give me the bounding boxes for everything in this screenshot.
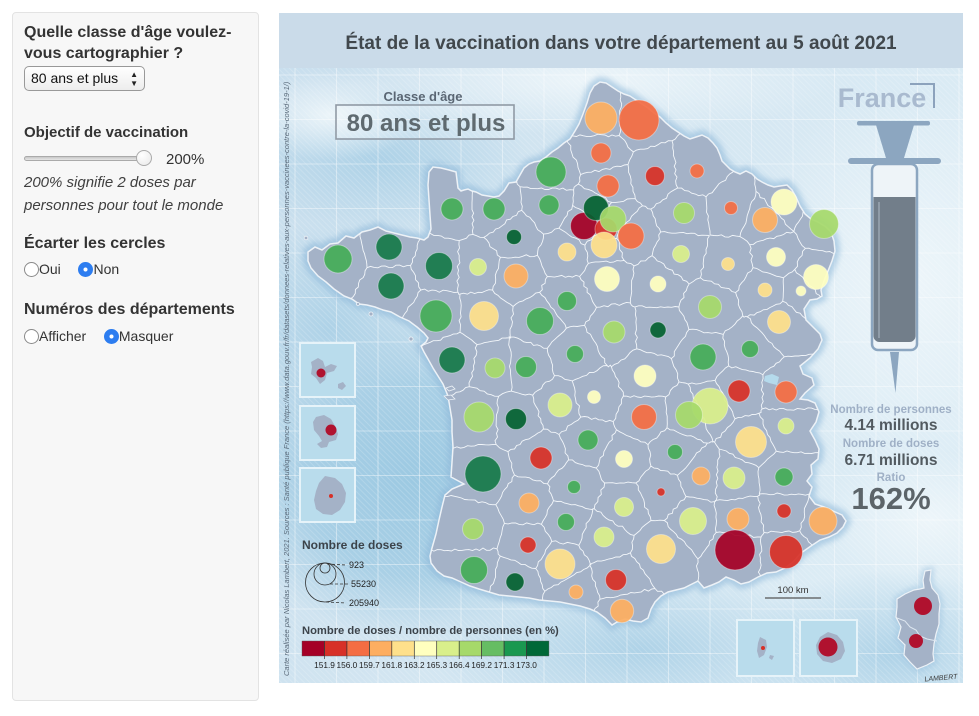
svg-text:100 km: 100 km: [777, 585, 808, 596]
svg-text:Classe d'âge: Classe d'âge: [384, 89, 463, 104]
svg-text:171.3: 171.3: [494, 660, 515, 670]
svg-text:159.7: 159.7: [359, 660, 380, 670]
svg-text:173.0: 173.0: [516, 660, 537, 670]
svg-text:205940: 205940: [349, 598, 379, 608]
svg-text:Nombre de personnes: Nombre de personnes: [830, 404, 951, 416]
svg-text:6.71 millions: 6.71 millions: [844, 452, 937, 469]
svg-text:France: France: [838, 83, 927, 113]
svg-text:Carte réalisée par Nicolas Lam: Carte réalisée par Nicolas Lambert, 2021…: [282, 81, 291, 676]
svg-text:Nombre de doses / nombre de pe: Nombre de doses / nombre de personnes (e…: [302, 625, 559, 637]
svg-text:166.4: 166.4: [449, 660, 470, 670]
svg-text:162%: 162%: [851, 481, 930, 516]
svg-text:156.0: 156.0: [337, 660, 358, 670]
svg-text:165.3: 165.3: [426, 660, 447, 670]
svg-text:État de la vaccination dans vo: État de la vaccination dans votre départ…: [345, 32, 897, 54]
svg-text:LAMBERT: LAMBERT: [924, 674, 958, 683]
svg-text:4.14 millions: 4.14 millions: [844, 417, 937, 434]
svg-text:161.8: 161.8: [381, 660, 402, 670]
svg-text:923: 923: [349, 560, 364, 570]
svg-text:55230: 55230: [351, 579, 376, 589]
svg-text:169.2: 169.2: [471, 660, 492, 670]
svg-text:151.9: 151.9: [314, 660, 335, 670]
svg-text:163.2: 163.2: [404, 660, 425, 670]
svg-text:80 ans et plus: 80 ans et plus: [347, 110, 506, 137]
svg-text:Ratio: Ratio: [877, 472, 906, 484]
svg-text:Nombre de doses: Nombre de doses: [302, 538, 403, 552]
svg-text:Nombre de doses: Nombre de doses: [843, 438, 940, 450]
